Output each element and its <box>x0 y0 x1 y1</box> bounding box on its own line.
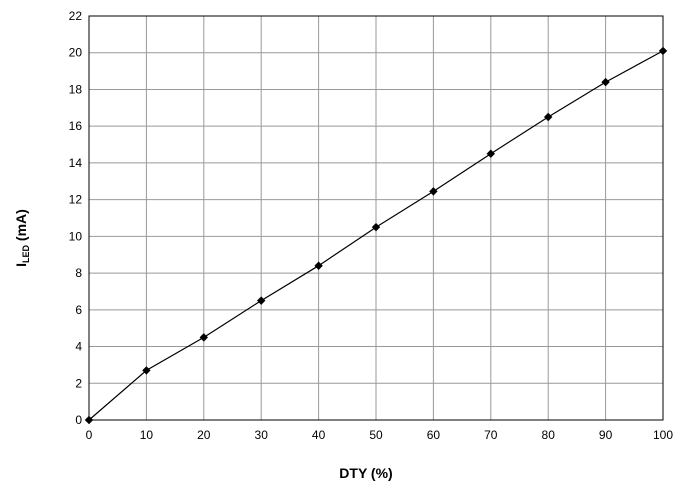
grid-lines <box>88 15 664 421</box>
data-point-marker <box>658 46 668 56</box>
y-tick-labels: 0 2 4 6 8 10 12 14 16 18 20 22 <box>69 9 83 427</box>
data-point-marker <box>199 333 208 342</box>
x-tick-label: 40 <box>312 428 326 442</box>
data-point-marker <box>371 222 381 232</box>
y-tick-label: 18 <box>69 82 83 96</box>
x-tick-labels: 0 10 20 30 40 50 60 70 80 90 100 <box>86 428 674 442</box>
x-tick-label: 100 <box>653 428 673 442</box>
y-axis-title: ILED (mA) <box>13 209 31 267</box>
y-tick-label: 14 <box>69 156 83 170</box>
data-point-marker <box>314 261 323 270</box>
data-point-marker <box>486 149 495 158</box>
x-tick-label: 0 <box>86 428 93 442</box>
data-point-marker <box>601 77 610 87</box>
x-tick-label: 20 <box>197 428 211 442</box>
y-axis-title-main: I <box>13 263 29 267</box>
y-tick-label: 20 <box>69 46 83 60</box>
x-tick-label: 70 <box>484 428 498 442</box>
y-tick-label: 12 <box>69 193 83 207</box>
data-point-marker <box>257 296 266 305</box>
data-point-marker <box>142 366 151 375</box>
x-tick-label: 80 <box>542 428 556 442</box>
data-point-marker <box>544 112 553 122</box>
x-tick-label: 90 <box>599 428 613 442</box>
x-tick-label: 50 <box>369 428 383 442</box>
y-tick-label: 22 <box>69 9 83 23</box>
y-tick-label: 4 <box>75 340 82 354</box>
y-tick-label: 6 <box>75 303 82 317</box>
data-markers <box>84 46 668 425</box>
y-tick-label: 8 <box>75 266 82 280</box>
data-point-marker <box>84 415 94 425</box>
y-tick-label: 16 <box>69 119 83 133</box>
plot-frame <box>88 15 664 421</box>
y-axis-title-subscript: LED <box>21 244 31 263</box>
data-point-marker <box>429 187 438 196</box>
x-tick-label: 60 <box>427 428 441 442</box>
x-tick-label: 10 <box>140 428 154 442</box>
y-tick-label: 0 <box>75 413 82 427</box>
y-axis-title-unit: (mA) <box>13 209 29 245</box>
y-tick-label: 10 <box>69 229 83 243</box>
x-axis-title: DTY (%) <box>339 465 392 481</box>
y-tick-label: 2 <box>75 376 82 390</box>
x-tick-label: 30 <box>255 428 269 442</box>
